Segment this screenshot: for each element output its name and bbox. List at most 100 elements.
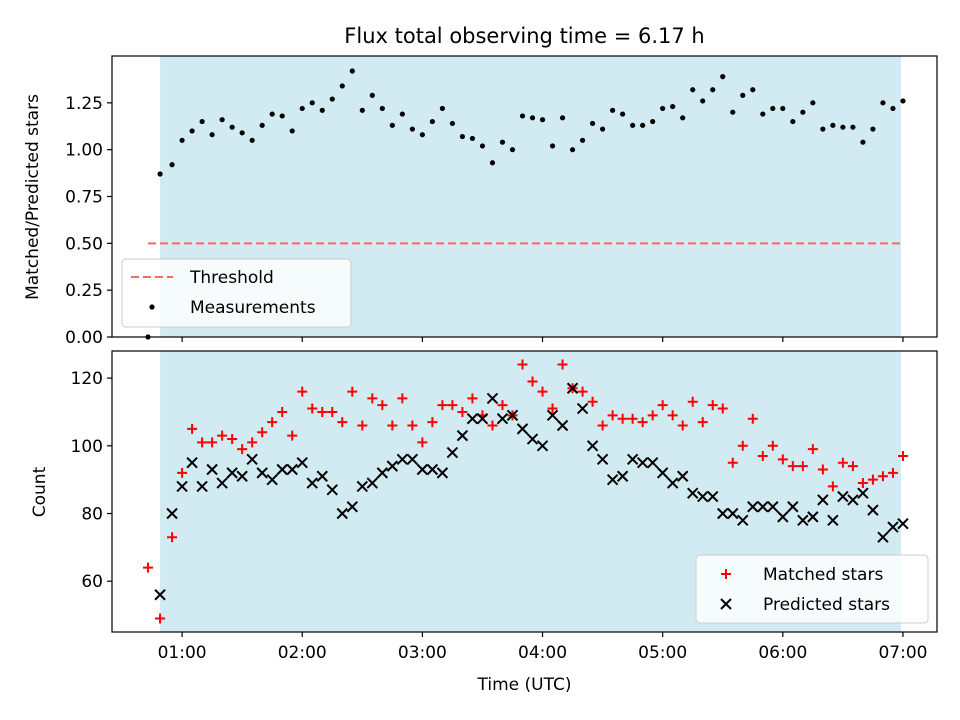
measurement-point (539, 117, 546, 123)
matched-star-point (457, 406, 468, 417)
measurement-point (359, 107, 365, 113)
predicted-star-point (496, 413, 509, 425)
measurement-point (620, 111, 626, 117)
measurement-point (479, 143, 486, 149)
matched-star-point (557, 359, 568, 370)
predicted-star-point (596, 453, 609, 466)
predicted-star-point (857, 487, 869, 499)
predicted-star-point (226, 467, 238, 479)
matched-star-point (267, 417, 278, 428)
measurement-point (790, 118, 796, 125)
predicted-star-point (446, 446, 459, 459)
measurement-point (870, 126, 876, 132)
predicted-star-point (176, 480, 188, 493)
measurement-point (690, 87, 696, 93)
matched-star-point (467, 393, 478, 404)
measurement-point (800, 109, 806, 115)
measurement-point (259, 122, 265, 128)
measurement-point (900, 98, 906, 104)
measurement-point (269, 111, 275, 117)
predicted-star-point (626, 453, 639, 466)
top-legend: Threshold Measurements (121, 258, 352, 328)
matched-star-point (155, 613, 166, 624)
predicted-star-point (777, 511, 789, 523)
matched-star-point (827, 481, 838, 492)
measurement-point (559, 115, 566, 121)
measurement-point (710, 87, 716, 93)
predicted-star-point (476, 413, 489, 425)
measurement-point (589, 120, 596, 127)
matched-star-point (287, 430, 298, 441)
matched-star-point (367, 393, 378, 404)
matched-star-point (247, 437, 258, 448)
measurement-point (439, 105, 446, 112)
measurement-point (219, 117, 225, 123)
matched-star-point (527, 376, 538, 387)
matched-star-point (517, 359, 528, 370)
predicted-star-point (707, 490, 719, 503)
measurement-point (760, 111, 766, 117)
matched-star-point (347, 386, 358, 397)
predicted-star-point (847, 494, 859, 506)
measurement-point (509, 147, 516, 153)
measurement-point (379, 105, 385, 112)
measurement-point (399, 111, 405, 117)
measurement-point (209, 132, 215, 138)
measurement-point (720, 74, 726, 80)
measurement-point (229, 124, 235, 130)
legend-matched-label: Matched stars (763, 565, 883, 585)
measurement-point (569, 147, 576, 153)
predicted-star-point (336, 507, 348, 520)
measurement-point (650, 118, 656, 125)
predicted-star-point (646, 457, 659, 469)
predicted-star-point (306, 477, 318, 489)
measurement-point (630, 122, 636, 128)
matched-star-point (757, 450, 768, 461)
matched-star-point (257, 427, 268, 438)
predicted-star-point (887, 521, 899, 533)
matched-star-point (707, 400, 718, 411)
predicted-star-point (326, 484, 338, 496)
matched-star-point (357, 420, 368, 431)
predicted-star-point (166, 507, 178, 520)
predicted-star-point (466, 413, 479, 425)
matched-star-point (747, 413, 758, 424)
measurement-point (249, 137, 255, 143)
matched-star-point (647, 410, 658, 421)
predicted-star-point (576, 402, 589, 415)
predicted-star-point (526, 433, 539, 445)
measurement-point (740, 92, 746, 98)
matched-star-point (397, 393, 408, 404)
matched-star-point (777, 454, 788, 465)
bottom-legend: Matched stars Predicted stars (695, 554, 929, 624)
predicted-star-point (386, 460, 399, 472)
predicted-star-point (616, 470, 629, 482)
measurement-point (169, 162, 175, 168)
predicted-star-point (486, 392, 499, 405)
matched-star-point (727, 457, 738, 468)
matched-star-point (227, 434, 238, 445)
measurement-point (309, 100, 315, 106)
predicted-star-point (216, 477, 228, 489)
x-tick-label: 04:00 (518, 643, 567, 663)
predicted-star-point (276, 463, 288, 476)
matched-star-point (737, 440, 748, 451)
measurement-point (640, 122, 646, 128)
legend-threshold-label: Threshold (189, 268, 274, 288)
matched-star-point (877, 471, 888, 482)
bottom-y-axis-label: Count (30, 466, 50, 517)
predicted-star-point (426, 463, 439, 476)
predicted-star-point (546, 409, 559, 422)
measurement-point (529, 115, 536, 121)
matched-star-point (797, 461, 808, 472)
predicted-star-point (266, 473, 278, 486)
measurement-point (499, 139, 506, 145)
matched-star-point (787, 461, 798, 472)
predicted-star-point (436, 467, 449, 479)
predicted-star-point (154, 589, 166, 601)
plot-frame (111, 350, 938, 633)
measurement-point (519, 113, 526, 119)
legend-predicted-label: Predicted stars (763, 595, 890, 615)
x-tick-label: 01:00 (158, 643, 207, 663)
